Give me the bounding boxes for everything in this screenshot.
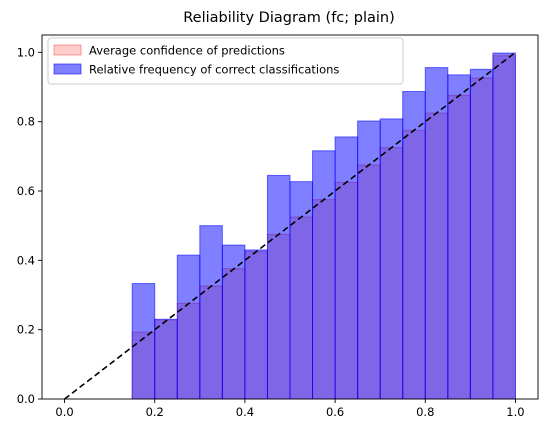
- accuracy-bar-2: [176, 254, 201, 400]
- accuracy-bar-1: [154, 318, 178, 400]
- accuracy-bar-5: [244, 249, 268, 400]
- y-tick-label-2: 0.4: [17, 253, 35, 267]
- accuracy-bars: [131, 52, 516, 400]
- accuracy-bar-13: [424, 67, 449, 400]
- accuracy-bar-14: [447, 74, 471, 400]
- y-tick-label-1: 0.2: [17, 323, 35, 337]
- y-axis-ticks: 0.0 0.2 0.4 0.6 0.8 1.0: [17, 45, 42, 406]
- accuracy-bar-10: [357, 120, 381, 400]
- accuracy-bar-16: [492, 52, 516, 400]
- legend-swatch-0: [53, 44, 82, 56]
- x-tick-label-0: 0.0: [55, 405, 73, 419]
- accuracy-bar-0: [131, 283, 156, 400]
- accuracy-bar-8: [312, 150, 336, 400]
- accuracy-bar-11: [379, 118, 404, 400]
- y-tick-label-0: 0.0: [17, 392, 35, 406]
- accuracy-bar-3: [199, 225, 223, 400]
- legend: Average confidence of predictions Relativ…: [47, 37, 404, 85]
- x-axis-ticks: 0.0 0.2 0.4 0.6 0.8 1.0: [55, 399, 525, 419]
- x-tick-label-1: 0.2: [146, 405, 164, 419]
- legend-box: [47, 37, 404, 85]
- x-tick-label-4: 0.8: [416, 405, 434, 419]
- legend-swatch-1: [53, 63, 82, 75]
- chart-title: Reliability Diagram (fc; plain): [183, 10, 395, 26]
- x-tick-label-2: 0.4: [236, 405, 254, 419]
- y-tick-label-3: 0.6: [17, 184, 35, 198]
- y-tick-label-5: 1.0: [17, 45, 35, 59]
- x-tick-label-5: 1.0: [506, 405, 524, 419]
- accuracy-bar-7: [289, 181, 314, 400]
- legend-label-0: Average confidence of predictions: [89, 44, 285, 58]
- y-tick-label-4: 0.8: [17, 115, 35, 129]
- x-tick-label-3: 0.6: [326, 405, 344, 419]
- accuracy-bar-15: [469, 68, 494, 400]
- accuracy-bar-6: [266, 174, 291, 400]
- accuracy-bar-12: [402, 91, 426, 400]
- plot-frame: [41, 34, 539, 400]
- legend-label-1: Relative frequency of correct classifica…: [89, 63, 339, 77]
